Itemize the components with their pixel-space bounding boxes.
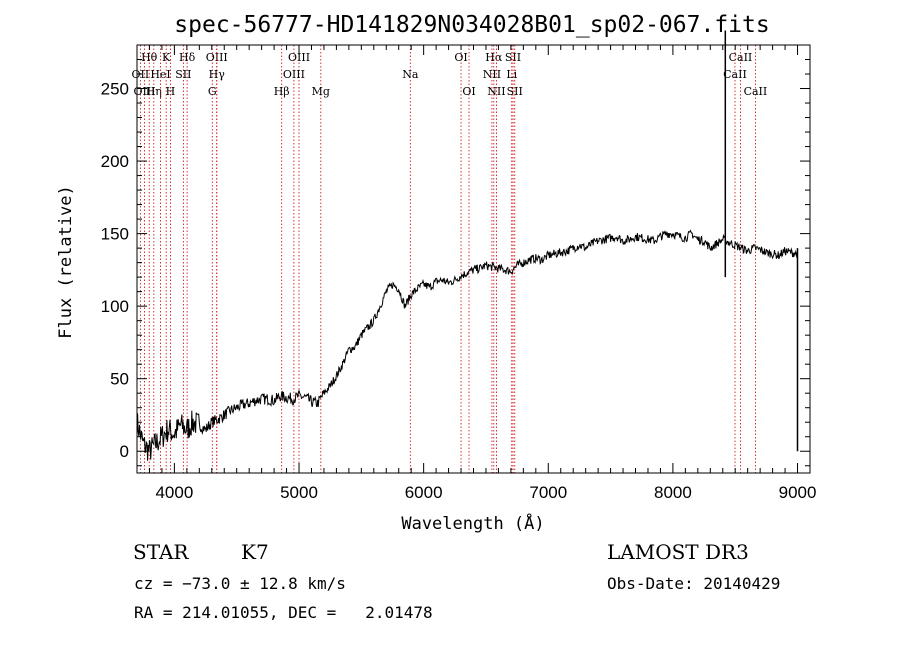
line-marker-label: Na bbox=[402, 68, 419, 81]
survey-name: LAMOST DR3 bbox=[607, 540, 749, 564]
line-marker-label: K bbox=[162, 51, 171, 64]
line-marker-label: Mg bbox=[312, 85, 330, 98]
plot-frame bbox=[136, 44, 811, 474]
line-marker-label: SII bbox=[505, 51, 521, 64]
y-axis-label: Flux (relative) bbox=[56, 185, 76, 339]
spectrum-series bbox=[136, 30, 799, 461]
x-axis-ticks: 4000 5000 6000 7000 8000 9000 bbox=[136, 45, 817, 502]
chart-title: spec-56777-HD141829N034028B01_sp02-067.f… bbox=[174, 12, 769, 38]
y-tick-label: 50 bbox=[110, 370, 129, 389]
line-marker-label: OIII bbox=[288, 51, 310, 64]
line-marker-label: Li bbox=[506, 68, 517, 81]
line-marker-label: Hα bbox=[485, 51, 503, 64]
spectrum-chart: spec-56777-HD141829N034028B01_sp02-067.f… bbox=[56, 12, 817, 534]
line-marker-label: SII bbox=[507, 85, 523, 98]
line-marker-label: CaII bbox=[723, 68, 747, 81]
object-class: STAR bbox=[133, 540, 189, 564]
y-axis-ticks: 0 50 100 150 200 250 bbox=[101, 44, 810, 467]
spectral-subclass: K7 bbox=[241, 540, 269, 564]
y-tick-label: 100 bbox=[101, 297, 129, 316]
line-marker-label: NII bbox=[487, 85, 505, 98]
x-tick-label: 7000 bbox=[529, 483, 567, 502]
obs-date: Obs-Date: 20140429 bbox=[607, 574, 781, 593]
line-marker-label: SII bbox=[175, 68, 191, 81]
line-markers: HθOIIOIIIHηHeIKHSIIHδGOIIIHγHβOIIIOIIIMg… bbox=[132, 45, 768, 473]
line-marker-label: Hβ bbox=[274, 85, 290, 98]
x-axis-label: Wavelength (Å) bbox=[401, 512, 544, 534]
line-marker-label: HeI bbox=[150, 68, 170, 81]
line-marker-label: OIII bbox=[206, 51, 228, 64]
coordinates: RA = 214.01055, DEC = 2.01478 bbox=[134, 603, 433, 622]
line-marker-label: Hδ bbox=[179, 51, 196, 64]
x-tick-label: 9000 bbox=[779, 483, 817, 502]
line-marker-label: OIII bbox=[283, 68, 305, 81]
x-tick-label: 4000 bbox=[155, 483, 193, 502]
line-marker-label: Hθ bbox=[141, 51, 158, 64]
line-marker-label: OI bbox=[462, 85, 475, 98]
spectrum-line bbox=[136, 229, 798, 461]
y-tick-label: 150 bbox=[101, 225, 129, 244]
x-tick-label: 6000 bbox=[405, 483, 443, 502]
line-marker-label: H bbox=[166, 85, 176, 98]
line-marker-label: NII bbox=[483, 68, 501, 81]
line-marker-label: Hη bbox=[146, 85, 162, 98]
line-marker-label: CaII bbox=[744, 85, 768, 98]
x-tick-label: 5000 bbox=[280, 483, 318, 502]
line-marker-label: CaII bbox=[729, 51, 753, 64]
velocity-text: cz = −73.0 ± 12.8 km/s bbox=[134, 574, 346, 593]
line-marker-label: G bbox=[208, 85, 217, 98]
y-tick-label: 200 bbox=[101, 152, 129, 171]
y-tick-label: 250 bbox=[101, 80, 129, 99]
x-tick-label: 8000 bbox=[654, 483, 692, 502]
y-tick-label: 0 bbox=[120, 442, 129, 461]
line-marker-label: Hγ bbox=[209, 68, 226, 81]
line-marker-label: OI bbox=[454, 51, 467, 64]
